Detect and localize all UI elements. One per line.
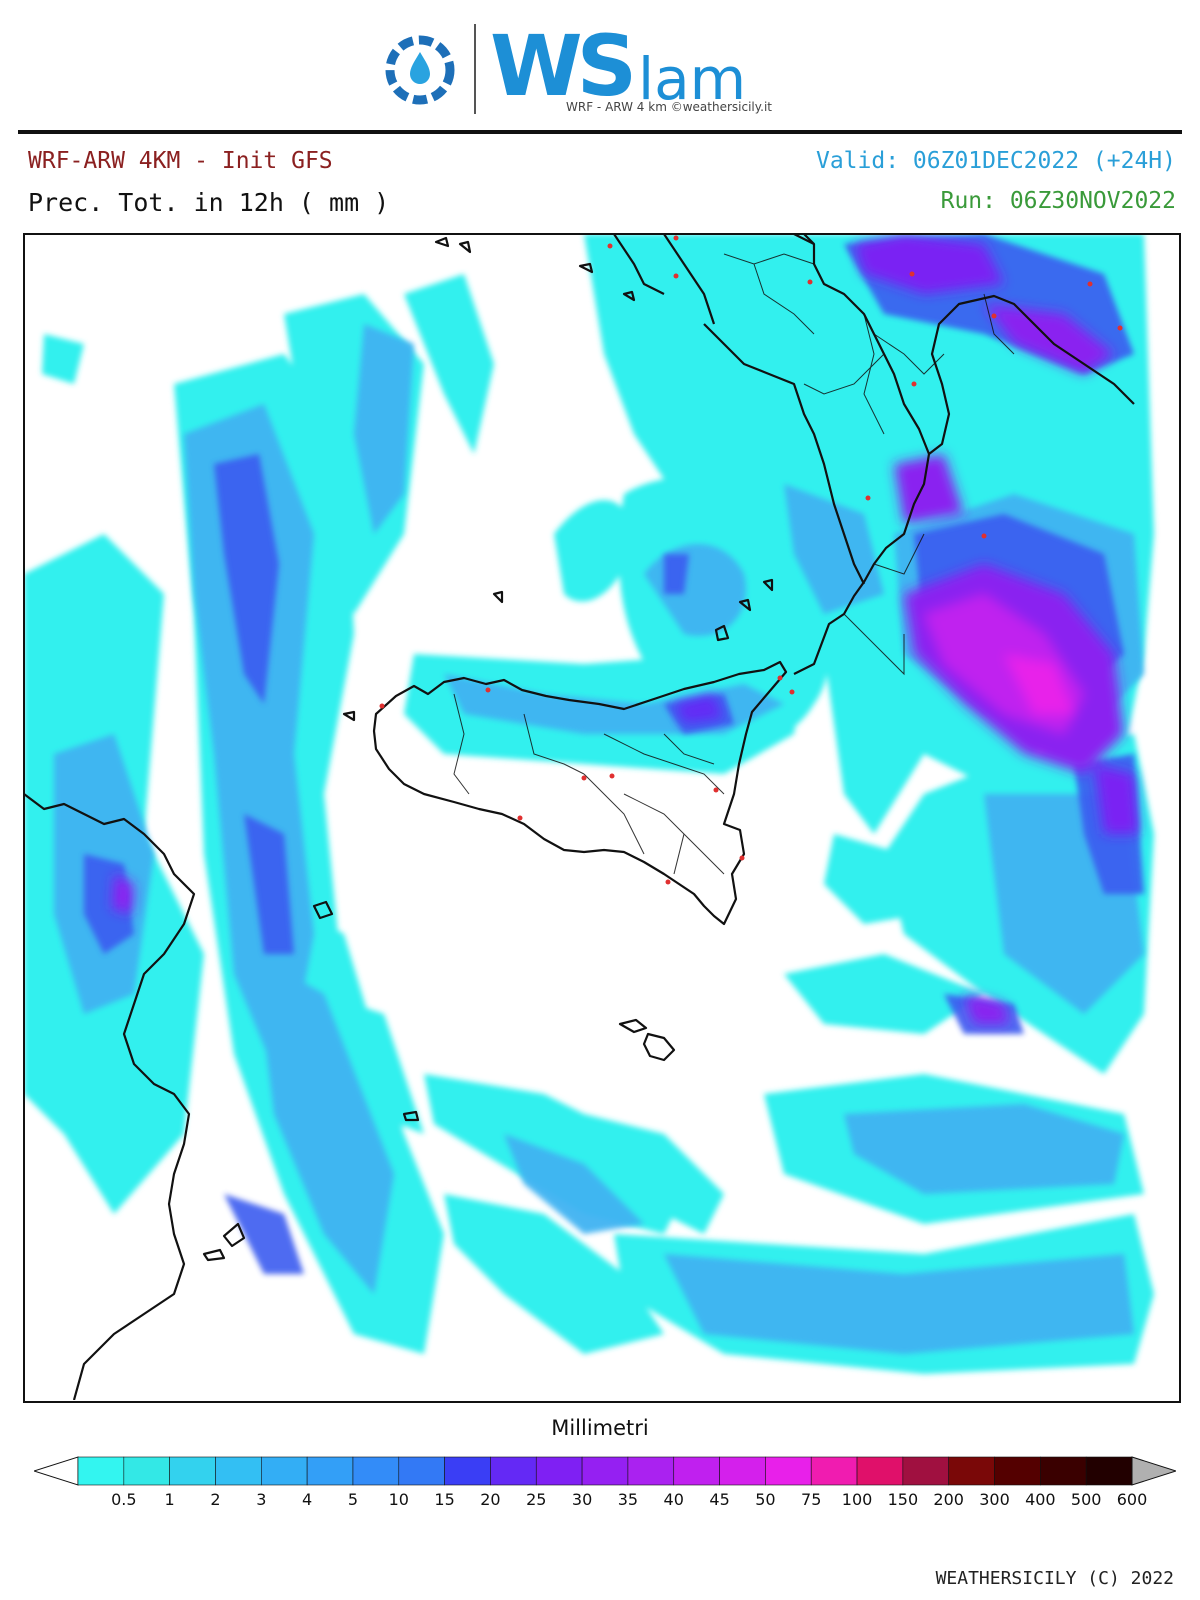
colorbar-swatch <box>490 1456 537 1486</box>
model-label: WRF-ARW 4KM - Init GFS <box>28 148 333 174</box>
precipitation-map <box>24 234 1178 1400</box>
colorbar-label: 2 <box>210 1490 221 1509</box>
colorbar-label: 0.5 <box>111 1490 137 1509</box>
valid-time: Valid: 06Z01DEC2022 (+24H) <box>815 148 1176 174</box>
logo-separator <box>474 24 476 114</box>
colorbar-labels: 0.5 1 2 3 4 5 10 15 20 25 30 35 40 45 50 75 100 150 200 300… <box>0 1490 1200 1514</box>
colorbar-swatch <box>123 1456 170 1486</box>
colorbar-label: 3 <box>256 1490 267 1509</box>
colorbar-label: 25 <box>526 1490 547 1509</box>
colorbar-title: Millimetri <box>551 1416 649 1440</box>
colorbar-label: 75 <box>801 1490 822 1509</box>
colorbar-label: 15 <box>434 1490 455 1509</box>
colorbar-swatch <box>1040 1456 1087 1486</box>
colorbar-swatch <box>994 1456 1041 1486</box>
colorbar-swatch <box>673 1456 720 1486</box>
colorbar-label: 5 <box>347 1490 359 1509</box>
colorbar-label: 45 <box>709 1490 730 1509</box>
admin-borders <box>453 253 1015 875</box>
colorbar-swatch <box>306 1456 354 1486</box>
colorbar-label: 30 <box>571 1490 593 1509</box>
colorbar-swatch <box>581 1456 629 1486</box>
colorbar-label: 50 <box>755 1490 776 1509</box>
colorbar-under-arrow <box>34 1456 79 1486</box>
colorbar-swatch <box>398 1456 445 1486</box>
brand-main: WS <box>490 17 637 115</box>
colorbar <box>34 1456 1176 1486</box>
colorbar-label: 40 <box>663 1490 684 1509</box>
colorbar-label: 35 <box>617 1490 639 1509</box>
colorbar-over-arrow <box>1131 1456 1176 1486</box>
colorbar-swatch <box>169 1456 216 1486</box>
colorbar-swatch <box>719 1456 766 1486</box>
colorbar-label: 10 <box>388 1490 409 1509</box>
colorbar-swatch <box>444 1456 491 1486</box>
colorbar-label: 600 <box>1116 1490 1148 1509</box>
colorbar-swatch <box>765 1456 812 1486</box>
colorbar-swatch <box>215 1456 262 1486</box>
colorbar-label: 300 <box>979 1490 1010 1509</box>
colorbar-swatch <box>352 1456 400 1486</box>
colorbar-swatch <box>948 1456 995 1486</box>
colorbar-label: 150 <box>887 1490 919 1509</box>
coastlines <box>24 234 1135 1400</box>
colorbar-swatch <box>810 1456 858 1486</box>
colorbar-label: 20 <box>480 1490 501 1509</box>
colorbar-label: 500 <box>1070 1490 1102 1509</box>
logo: WS lam WRF - ARW 4 km ©weathersicily.it <box>380 18 800 118</box>
colorbar-label: 400 <box>1025 1490 1056 1509</box>
city-dots <box>379 235 1123 885</box>
colorbar-swatch <box>627 1456 675 1486</box>
colorbar-swatch <box>77 1456 125 1486</box>
colorbar-swatch <box>535 1456 583 1486</box>
run-time: Run: 06Z30NOV2022 <box>940 188 1176 214</box>
colorbar-label: 4 <box>302 1490 313 1509</box>
colorbar-swatch <box>902 1456 949 1486</box>
field-label: Prec. Tot. in 12h ( mm ) <box>28 188 390 217</box>
colorbar-label: 100 <box>841 1490 873 1509</box>
copyright-footer: WEATHERSICILY (C) 2022 <box>935 1568 1174 1589</box>
header-rule <box>18 130 1182 134</box>
colorbar-swatch <box>856 1456 904 1486</box>
colorbar-label: 200 <box>933 1490 964 1509</box>
brand-suffix: lam <box>638 45 747 113</box>
logo-credit: WRF - ARW 4 km ©weathersicily.it <box>566 100 772 114</box>
colorbar-swatch <box>1085 1456 1133 1486</box>
gear-droplet-icon <box>385 35 455 105</box>
colorbar-swatch <box>261 1456 308 1486</box>
colorbar-label: 1 <box>164 1490 175 1509</box>
